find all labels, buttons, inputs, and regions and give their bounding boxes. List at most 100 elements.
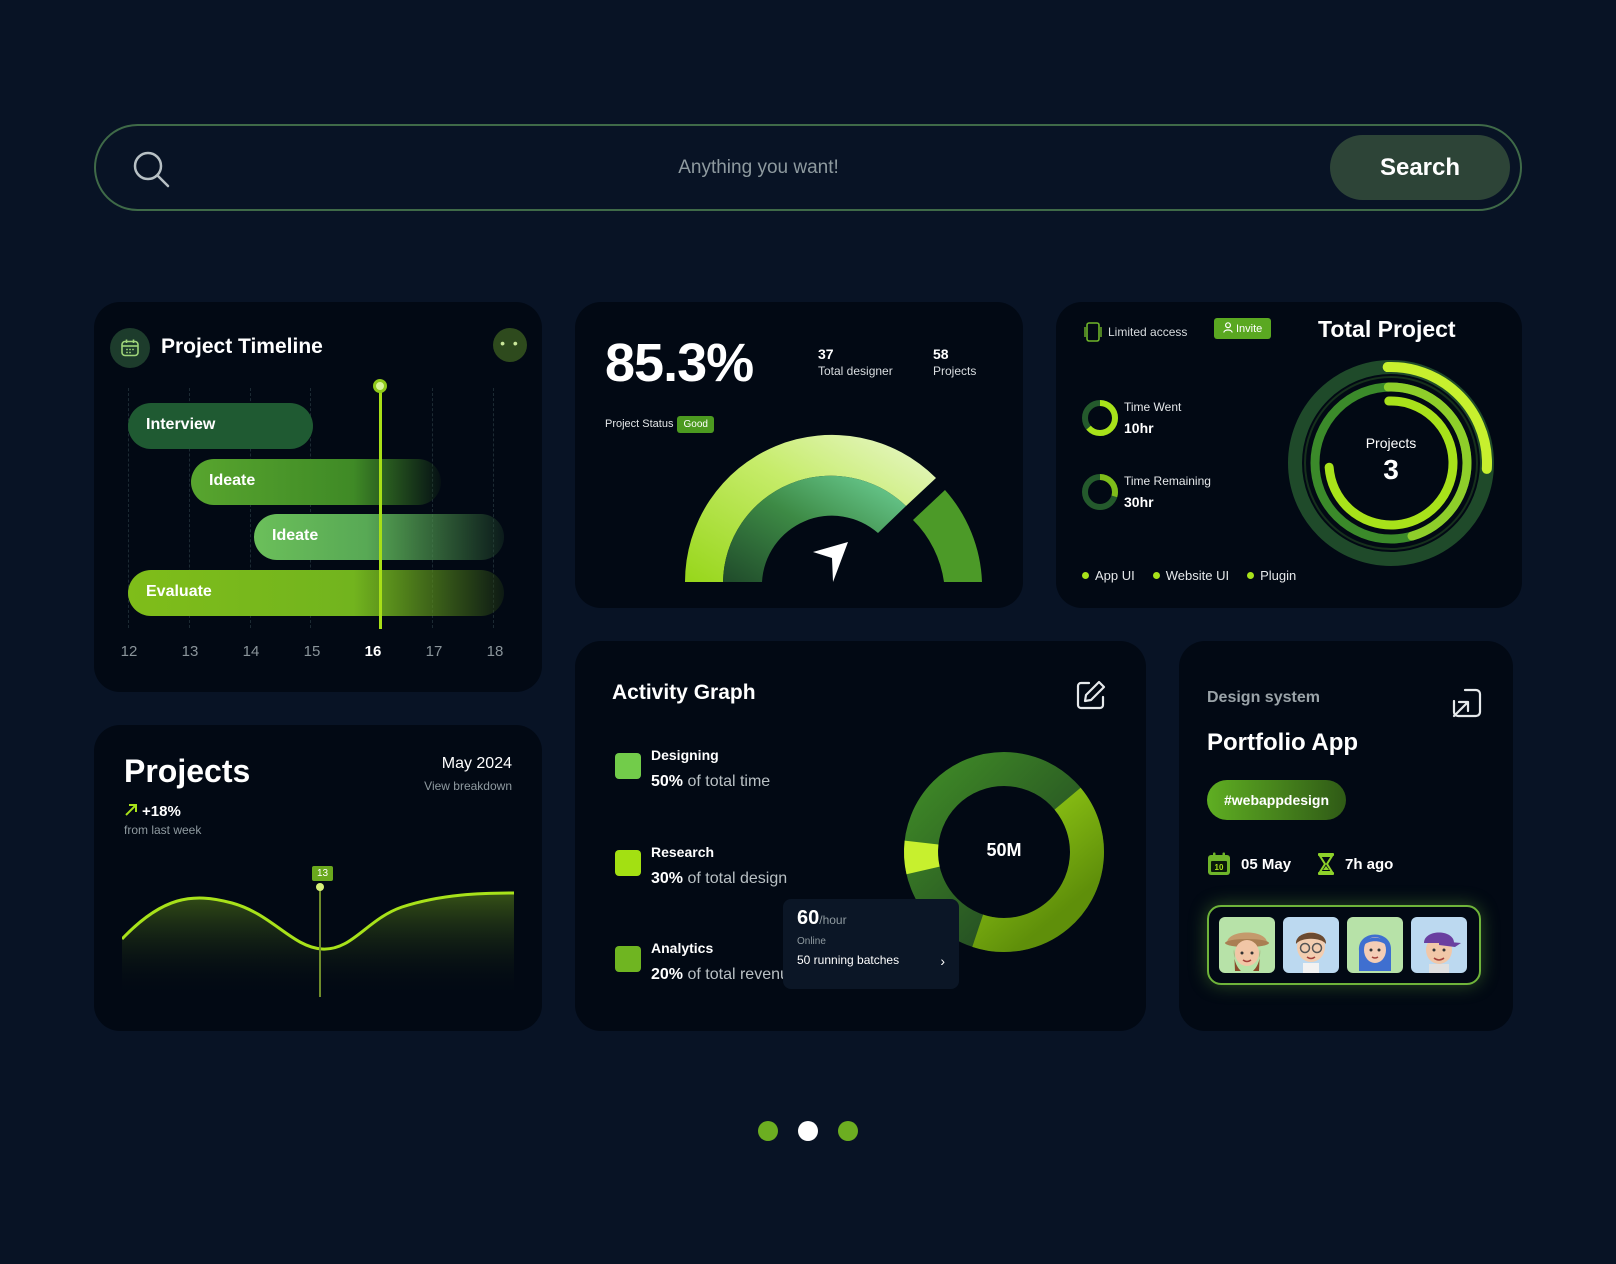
tooltip-status: Online bbox=[797, 936, 826, 947]
project-status-card: 85.3% 37 Total designer 58 Projects Proj… bbox=[575, 302, 1023, 608]
project-status: Project Status Good bbox=[605, 416, 714, 433]
more-options-button[interactable]: • • bbox=[493, 328, 527, 362]
grid-line bbox=[310, 388, 311, 628]
user-icon bbox=[1223, 322, 1233, 333]
grid-line bbox=[432, 388, 433, 628]
tooltip-detail: 50 running batches › bbox=[797, 953, 945, 969]
time-went-stat: Time Went 10hr bbox=[1124, 400, 1181, 436]
projects-change-value: +18% bbox=[142, 803, 181, 820]
stat-label: Projects bbox=[933, 364, 977, 378]
calendar-icon bbox=[110, 328, 150, 368]
edit-icon[interactable] bbox=[1075, 679, 1107, 711]
calendar-icon: 10 bbox=[1208, 852, 1230, 875]
project-timeline-card: Project Timeline • • Interview Ideate Id… bbox=[94, 302, 542, 692]
stat-value: 10hr bbox=[1124, 420, 1154, 436]
timeline-day: 14 bbox=[242, 643, 260, 660]
stat-label: Time Remaining bbox=[1124, 474, 1211, 488]
search-input[interactable] bbox=[216, 146, 1301, 190]
status-gauge bbox=[685, 434, 982, 582]
hourglass-icon bbox=[1318, 853, 1334, 875]
time-remaining-stat: Time Remaining 30hr bbox=[1124, 474, 1211, 510]
legend-swatch bbox=[615, 753, 641, 779]
legend-item-website-ui: Website UI bbox=[1152, 568, 1229, 583]
total-project-title: Total Project bbox=[1318, 316, 1456, 342]
activity-tooltip[interactable]: 60/hour Online 50 running batches › bbox=[783, 899, 959, 989]
projects-date: May 2024 bbox=[441, 755, 512, 772]
limited-access: Limited access bbox=[1084, 322, 1187, 342]
avatar[interactable] bbox=[1219, 917, 1275, 973]
portfolio-time: 7h ago bbox=[1345, 855, 1394, 873]
stat-label: Total designer bbox=[818, 364, 893, 378]
page-dot[interactable] bbox=[838, 1121, 858, 1141]
portfolio-date: 05 May bbox=[1241, 855, 1292, 873]
legend-name: Designing bbox=[651, 747, 719, 763]
timeline-day-active: 16 bbox=[364, 643, 382, 660]
total-project-card: Limited access Invite Total Project Time… bbox=[1056, 302, 1522, 608]
legend-swatch bbox=[615, 946, 641, 972]
legend-name: Research bbox=[651, 844, 715, 860]
phone-icon bbox=[1084, 322, 1102, 342]
chevron-right-icon[interactable]: › bbox=[940, 953, 945, 969]
navigation-arrow-icon bbox=[813, 542, 848, 582]
page-dot[interactable] bbox=[758, 1121, 778, 1141]
time-went-ring bbox=[1082, 400, 1118, 436]
avatar[interactable] bbox=[1283, 917, 1339, 973]
timeline-bar-interview[interactable]: Interview bbox=[128, 403, 313, 449]
grid-line bbox=[189, 388, 190, 628]
timeline-day: 13 bbox=[181, 643, 199, 660]
search-button[interactable]: Search bbox=[1330, 135, 1510, 200]
search-bar: Search bbox=[94, 124, 1522, 211]
timeline-bar-evaluate[interactable]: Evaluate bbox=[128, 570, 504, 616]
projects-change-subtitle: from last week bbox=[124, 823, 202, 837]
team-avatars bbox=[1207, 905, 1481, 985]
timeline-bar-ideate[interactable]: Ideate bbox=[191, 459, 441, 505]
legend-item-app-ui: App UI bbox=[1082, 568, 1135, 583]
legend-value: 50% of total time bbox=[651, 773, 771, 790]
invite-button[interactable]: Invite bbox=[1214, 318, 1272, 339]
hashtag-chip[interactable]: #webappdesign bbox=[1207, 780, 1347, 820]
legend-value: 30% of total design bbox=[651, 870, 788, 887]
timeline-current-marker[interactable] bbox=[379, 385, 382, 629]
rings-center-value: 3 bbox=[1383, 454, 1399, 485]
avatar[interactable] bbox=[1347, 917, 1403, 973]
calendar-day: 10 bbox=[1215, 863, 1224, 872]
stat-value: 58 bbox=[933, 346, 949, 362]
stat-label: Time Went bbox=[1124, 400, 1182, 414]
timeline-day: 12 bbox=[120, 643, 138, 660]
date-meta: 10 05 May bbox=[1207, 852, 1291, 876]
view-breakdown-link[interactable]: View breakdown bbox=[424, 779, 512, 793]
legend-swatch bbox=[615, 850, 641, 876]
total-project-rings bbox=[1288, 360, 1494, 566]
portfolio-title: Portfolio App bbox=[1207, 729, 1359, 756]
timeline-day: 15 bbox=[303, 643, 321, 660]
total-designer-stat: 37 Total designer bbox=[818, 346, 893, 378]
projects-wave-chart bbox=[122, 883, 514, 997]
activity-donut-chart bbox=[904, 752, 1104, 952]
timeline-title: Project Timeline bbox=[161, 335, 323, 358]
grid-line bbox=[128, 388, 129, 628]
page-dot-active[interactable] bbox=[798, 1121, 818, 1141]
activity-title: Activity Graph bbox=[612, 681, 756, 704]
tooltip-value: 60/hour bbox=[797, 907, 847, 929]
portfolio-card: Design system Portfolio App #webappdesig… bbox=[1179, 641, 1513, 1031]
grid-line bbox=[250, 388, 251, 628]
projects-stat: 58 Projects bbox=[933, 346, 976, 378]
status-badge: Good bbox=[677, 416, 714, 433]
donut-center-value: 50M bbox=[986, 840, 1022, 860]
limited-access-label: Limited access bbox=[1108, 325, 1188, 339]
open-external-icon[interactable] bbox=[1451, 687, 1483, 719]
projects-chart-marker-label: 13 bbox=[312, 866, 334, 881]
status-percentage: 85.3% bbox=[605, 333, 754, 393]
projects-title: Projects bbox=[124, 753, 251, 789]
stat-value: 37 bbox=[818, 346, 834, 362]
projects-card: Projects +18% from last week May 2024 Vi… bbox=[94, 725, 542, 1031]
timeline-marker-handle[interactable] bbox=[373, 379, 387, 393]
arrow-up-right-icon bbox=[125, 804, 137, 816]
avatar[interactable] bbox=[1411, 917, 1467, 973]
invite-label: Invite bbox=[1236, 323, 1263, 335]
legend-name: Analytics bbox=[651, 940, 714, 956]
time-remaining-ring bbox=[1082, 474, 1118, 510]
grid-line bbox=[493, 388, 494, 628]
chart-legend: App UI Website UI Plugin bbox=[1082, 568, 1296, 583]
activity-graph-card: Activity Graph Designing 50% of total ti… bbox=[575, 641, 1146, 1031]
